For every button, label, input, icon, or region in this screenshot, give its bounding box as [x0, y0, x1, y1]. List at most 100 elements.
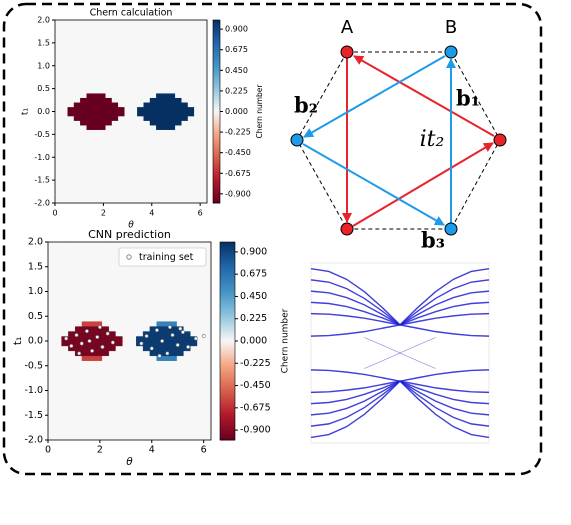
- heatmap-cell: [130, 106, 138, 112]
- heatmap-cell: [162, 97, 170, 103]
- heatmap-cell: [194, 115, 201, 121]
- colorbar-tick-label: 0.000: [240, 336, 267, 347]
- site: [290, 133, 304, 147]
- heatmap-cell: [67, 120, 75, 126]
- y-tick-label: 1.0: [28, 286, 43, 297]
- heatmap-cell: [137, 19, 144, 94]
- heatmap-cell: [142, 340, 151, 347]
- heatmap-cell: [99, 111, 106, 117]
- site: [444, 45, 458, 59]
- heatmap-cell: [80, 19, 87, 94]
- heatmap-cell: [74, 321, 83, 327]
- colorbar-strip: [213, 198, 220, 202]
- heatmap-cell: [67, 111, 75, 117]
- heatmap-cell: [204, 340, 212, 347]
- heatmap-cell: [168, 102, 176, 108]
- colorbar-tick-label: 0.900: [240, 246, 267, 257]
- colorbar-strip: [213, 20, 220, 23]
- heatmap-cell: [54, 106, 62, 112]
- colorbar-strip: [220, 274, 235, 278]
- chart-title: CNN prediction: [88, 228, 171, 241]
- heatmap-cell: [81, 241, 89, 322]
- heatmap-cell: [105, 106, 113, 112]
- colorbar-strip: [220, 365, 235, 369]
- heatmap-cell: [194, 92, 201, 98]
- heatmap-cell: [162, 115, 170, 121]
- heatmap-cell: [156, 360, 164, 441]
- heatmap-cell: [102, 325, 110, 332]
- heatmap-cell: [197, 325, 205, 332]
- heatmap-cell: [47, 330, 55, 337]
- heatmap-cell: [124, 97, 132, 103]
- heatmap-cell: [54, 360, 62, 441]
- colorbar-strip: [220, 412, 235, 416]
- heatmap-cell: [86, 102, 94, 108]
- heatmap-cell: [142, 321, 151, 327]
- colorbar-strip: [220, 266, 235, 270]
- heatmap-cell: [99, 115, 106, 121]
- heatmap-cell: [124, 115, 132, 121]
- heatmap-cell: [168, 115, 176, 121]
- heatmap-cell: [115, 360, 123, 441]
- training-point: [157, 353, 162, 358]
- heatmap-cell: [156, 115, 163, 121]
- heatmap-cell: [118, 92, 125, 98]
- heatmap-cell: [187, 106, 195, 112]
- heatmap-cell: [137, 106, 144, 112]
- colorbar-strip: [213, 145, 220, 149]
- heatmap-cell: [143, 97, 151, 103]
- colorbar-strip: [220, 313, 235, 317]
- heatmap-cell: [200, 92, 208, 98]
- heatmap-cell: [115, 330, 123, 337]
- colorbar-tick-label: 0.900: [225, 25, 248, 34]
- site: [340, 45, 354, 59]
- heatmap-cell: [54, 321, 62, 327]
- colorbar-tick-label: -0.675: [240, 402, 271, 413]
- heatmap-cell: [102, 340, 110, 347]
- heatmap-cell: [108, 325, 117, 332]
- heatmap-cell: [118, 102, 125, 108]
- heatmap-cell: [80, 115, 87, 121]
- colorbar-strip: [220, 308, 235, 312]
- heatmap-cell: [200, 111, 208, 117]
- heatmap-cell: [54, 120, 62, 126]
- colorbar-strip: [220, 355, 235, 359]
- training-point: [69, 344, 74, 348]
- heatmap-cell: [168, 106, 176, 112]
- heatmap-cell: [163, 330, 171, 337]
- heatmap-cell: [99, 19, 106, 94]
- colorbar-strip: [213, 56, 220, 60]
- colorbar-strip: [213, 33, 220, 37]
- colorbar-strip: [213, 95, 220, 99]
- heatmap-cell: [194, 129, 201, 204]
- heatmap-cell: [118, 115, 125, 121]
- heatmap-cell: [162, 19, 170, 94]
- colorbar-strip: [213, 141, 220, 145]
- heatmap-cell: [162, 111, 170, 117]
- y-tick-label: 1.5: [37, 38, 50, 47]
- heatmap-cell: [181, 111, 189, 117]
- heatmap-cell: [181, 97, 189, 103]
- arrow: [353, 55, 495, 137]
- heatmap-cell: [149, 355, 157, 362]
- colorbar-strip: [213, 61, 220, 64]
- legend-label: training set: [139, 252, 194, 263]
- heatmap-cell: [143, 102, 151, 108]
- heatmap-cell: [111, 111, 119, 117]
- heatmap-cell: [136, 335, 144, 342]
- band-line: [310, 380, 490, 439]
- heatmap-cell: [130, 19, 138, 94]
- heatmap-cell: [108, 360, 117, 441]
- colorbar-strip: [213, 180, 220, 183]
- heatmap-cell: [204, 321, 212, 327]
- heatmap-cell: [67, 106, 75, 112]
- training-point: [175, 343, 180, 347]
- colorbar-strip: [213, 93, 220, 96]
- x-axis-label: θ: [128, 221, 134, 231]
- training-point: [193, 336, 198, 341]
- colorbar-strip: [220, 281, 235, 285]
- heatmap-cell: [81, 321, 89, 327]
- heatmap-cell: [130, 115, 138, 121]
- heatmap-cell: [181, 92, 189, 98]
